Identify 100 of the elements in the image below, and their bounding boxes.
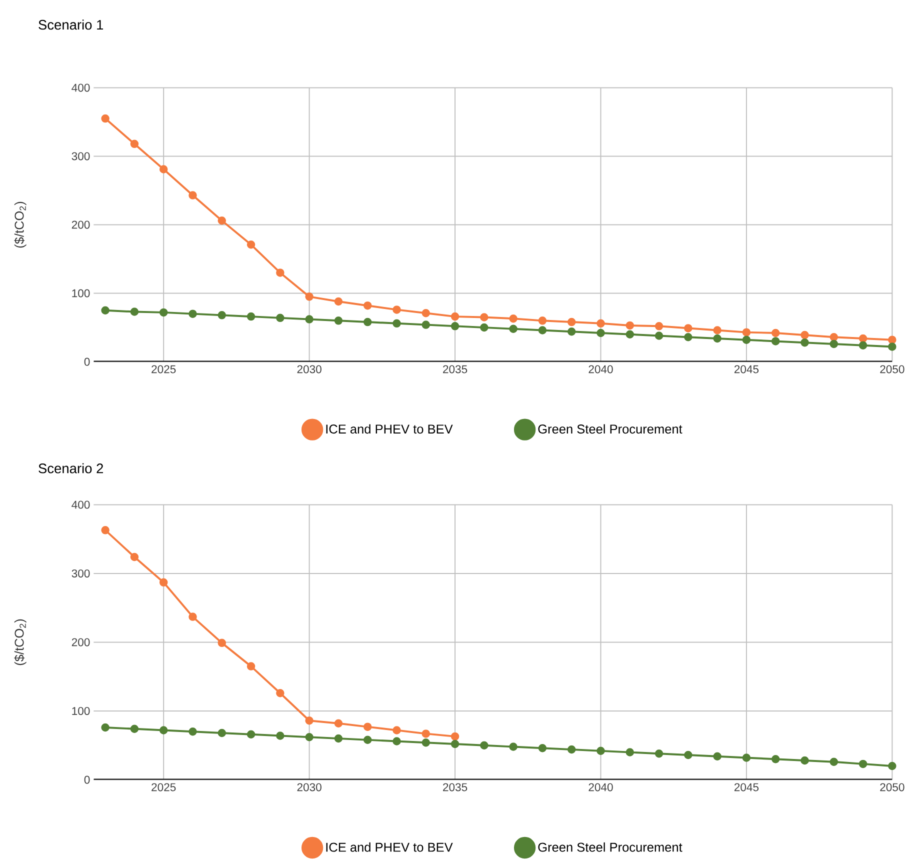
point <box>305 292 314 301</box>
point <box>684 750 692 759</box>
point <box>713 334 722 342</box>
point <box>800 330 809 339</box>
point <box>567 318 576 326</box>
y-tick-label: 300 <box>72 152 90 160</box>
y-tick-label: 400 <box>72 83 90 92</box>
point <box>538 326 547 334</box>
y-tick-label: 200 <box>72 220 90 229</box>
point <box>888 762 896 770</box>
x-tick-label: 2050 <box>880 365 904 374</box>
point <box>276 314 284 322</box>
point <box>218 310 226 320</box>
point <box>246 240 256 249</box>
x-tick-label: 2025 <box>152 783 176 791</box>
point <box>830 332 838 342</box>
x-tick-label: 2040 <box>588 783 613 791</box>
point <box>334 297 343 306</box>
point <box>480 323 488 332</box>
point <box>858 334 868 342</box>
point <box>276 731 284 740</box>
point <box>684 324 692 332</box>
point <box>509 742 518 751</box>
point <box>392 726 401 734</box>
point <box>480 741 488 750</box>
x-tick-label: 2045 <box>734 783 759 791</box>
point <box>130 307 139 316</box>
point <box>771 754 780 764</box>
point <box>596 328 605 337</box>
y-tick-label: 200 <box>72 638 90 646</box>
point <box>334 719 343 728</box>
point <box>422 729 430 738</box>
point <box>130 552 139 561</box>
point <box>626 321 634 330</box>
point <box>218 216 226 225</box>
point <box>742 753 751 762</box>
point <box>159 308 168 316</box>
point <box>305 732 314 742</box>
y-tick-label: 100 <box>72 289 90 298</box>
point <box>888 335 896 344</box>
point <box>218 728 226 737</box>
point <box>392 305 401 314</box>
point <box>626 330 634 338</box>
point <box>480 312 488 322</box>
point <box>363 736 372 744</box>
point <box>246 730 256 738</box>
point <box>334 734 343 742</box>
point <box>334 316 343 325</box>
x-tick-label: 2035 <box>443 365 468 374</box>
point <box>567 745 576 754</box>
point <box>713 752 722 760</box>
point <box>888 342 896 351</box>
point <box>771 336 780 346</box>
point <box>450 732 460 740</box>
point <box>509 324 518 333</box>
point <box>130 140 139 148</box>
point <box>800 338 809 346</box>
point <box>626 748 634 756</box>
point <box>742 328 751 336</box>
point <box>800 756 809 764</box>
legend-label: Green Steel Procurement <box>538 842 682 852</box>
point <box>159 726 168 734</box>
point <box>188 612 197 621</box>
point <box>276 268 284 277</box>
legend-label: ICE and PHEV to BEV <box>326 842 453 852</box>
point <box>101 526 110 534</box>
point <box>392 319 401 328</box>
point <box>830 340 838 348</box>
point <box>422 738 430 747</box>
point <box>450 322 460 330</box>
point <box>159 164 168 174</box>
point <box>538 316 547 325</box>
x-tick-label: 2045 <box>734 365 759 374</box>
y-axis-title: ($/tCO$_{2}$) <box>14 619 26 665</box>
point <box>654 749 664 758</box>
point <box>101 306 110 314</box>
point <box>246 662 256 670</box>
point <box>713 326 722 334</box>
legend-label: ICE and PHEV to BEV <box>326 424 453 434</box>
x-tick-label: 2030 <box>297 783 322 791</box>
chart-title: Scenario 1 <box>38 19 104 30</box>
x-tick-label: 2025 <box>152 365 176 374</box>
point <box>654 331 664 340</box>
point <box>130 724 139 733</box>
y-tick-label: 0 <box>84 358 90 366</box>
y-tick-label: 300 <box>72 569 90 578</box>
point <box>596 746 605 755</box>
point <box>450 312 460 320</box>
point <box>276 688 284 698</box>
point <box>363 722 372 731</box>
point <box>771 328 780 337</box>
point <box>101 114 110 122</box>
point <box>654 322 664 330</box>
point <box>392 736 401 746</box>
x-tick-label: 2040 <box>588 365 613 374</box>
point <box>596 319 605 328</box>
x-tick-label: 2050 <box>880 783 904 791</box>
point <box>538 744 547 752</box>
point <box>246 312 256 320</box>
point <box>305 314 314 324</box>
